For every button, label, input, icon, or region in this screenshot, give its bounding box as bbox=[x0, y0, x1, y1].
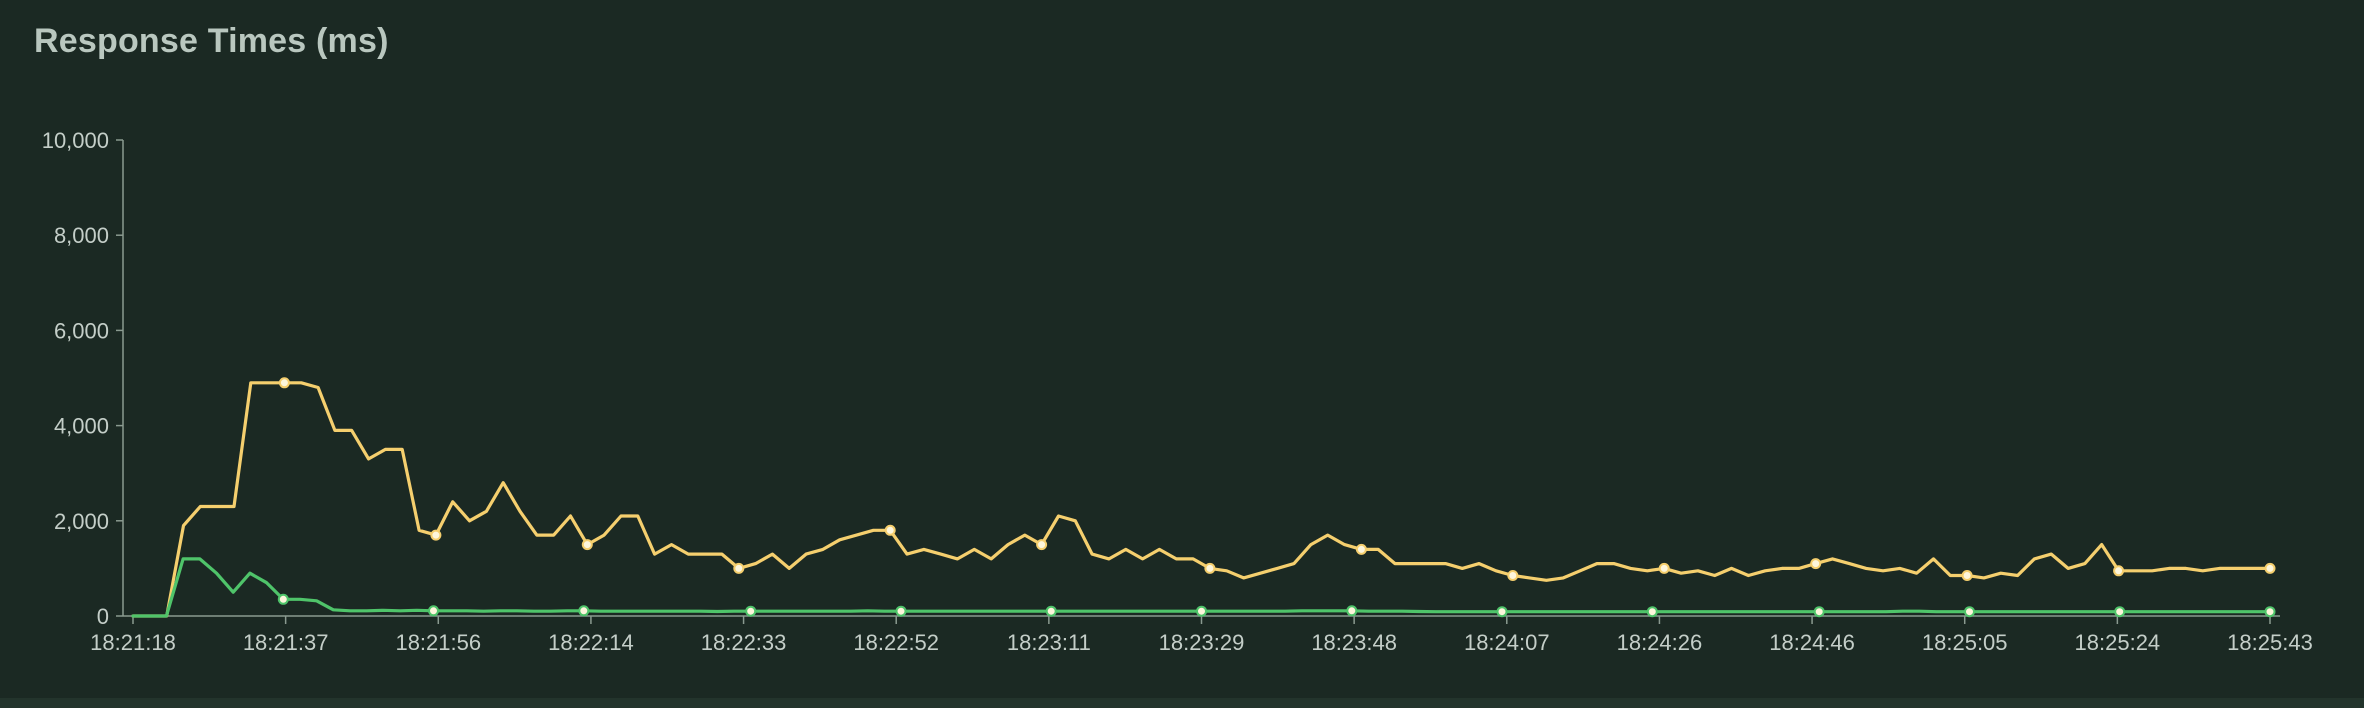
x-tick-label: 18:22:33 bbox=[701, 630, 787, 655]
series-point-lower bbox=[2114, 606, 2126, 618]
y-tick-label: 8,000 bbox=[54, 223, 109, 248]
x-tick-label: 18:22:14 bbox=[548, 630, 634, 655]
series-point-lower bbox=[1813, 606, 1825, 618]
series-point-lower bbox=[428, 605, 439, 617]
series-point-lower bbox=[2264, 606, 2276, 618]
x-tick-label: 18:23:11 bbox=[1007, 630, 1091, 655]
x-tick-label: 18:24:46 bbox=[1769, 630, 1855, 655]
x-tick-label: 18:25:24 bbox=[2075, 630, 2161, 655]
panel-bottom-border bbox=[0, 698, 2364, 708]
series-point-upper bbox=[581, 539, 593, 551]
series-point-upper bbox=[1658, 562, 1670, 574]
series-point-upper bbox=[1355, 543, 1367, 555]
y-tick-label: 10,000 bbox=[42, 128, 109, 153]
y-tick-label: 0 bbox=[97, 604, 109, 629]
series-point-lower bbox=[578, 605, 590, 617]
series-point-upper bbox=[1507, 570, 1519, 581]
series-point-upper bbox=[1961, 570, 1973, 581]
series-point-upper bbox=[2264, 562, 2276, 574]
series-lines bbox=[131, 381, 2272, 618]
x-tick-label: 18:24:07 bbox=[1464, 630, 1550, 655]
x-tick-label: 18:25:05 bbox=[1922, 630, 2008, 655]
series-point-lower bbox=[1196, 605, 1207, 617]
series-point-lower bbox=[277, 593, 289, 605]
x-tick-label: 18:24:26 bbox=[1617, 630, 1703, 655]
series-point-upper bbox=[1810, 558, 1822, 570]
series-point-lower bbox=[1964, 606, 1975, 618]
series-point-upper bbox=[1204, 562, 1216, 574]
x-tick-label: 18:22:52 bbox=[853, 630, 939, 655]
series-point-upper bbox=[430, 529, 442, 541]
series-point-upper bbox=[884, 524, 896, 536]
y-tick-label: 6,000 bbox=[54, 318, 109, 343]
series-point-lower bbox=[1646, 606, 1658, 618]
x-tick-label: 18:23:48 bbox=[1311, 630, 1397, 655]
series-point-lower bbox=[745, 605, 757, 617]
series-point-lower bbox=[1045, 605, 1057, 617]
x-tick-label: 18:21:18 bbox=[90, 630, 176, 655]
series-point-upper bbox=[733, 562, 745, 574]
series-point-lower bbox=[1346, 605, 1358, 617]
series-point-lower bbox=[895, 605, 907, 617]
series-point-upper bbox=[1036, 539, 1048, 551]
y-tick-label: 4,000 bbox=[54, 414, 109, 439]
chart-title: Response Times (ms) bbox=[34, 22, 389, 60]
series-point-upper bbox=[278, 377, 290, 389]
x-tick-label: 18:23:29 bbox=[1159, 630, 1245, 655]
series-markers bbox=[277, 377, 2276, 618]
series-point-lower bbox=[1496, 606, 1508, 618]
series-point-upper bbox=[2113, 565, 2125, 577]
x-tick-label: 18:21:37 bbox=[243, 630, 329, 655]
x-tick-label: 18:25:43 bbox=[2227, 630, 2313, 655]
y-tick-label: 2,000 bbox=[54, 509, 109, 534]
series-line-upper bbox=[131, 381, 2272, 618]
x-tick-label: 18:21:56 bbox=[395, 630, 481, 655]
